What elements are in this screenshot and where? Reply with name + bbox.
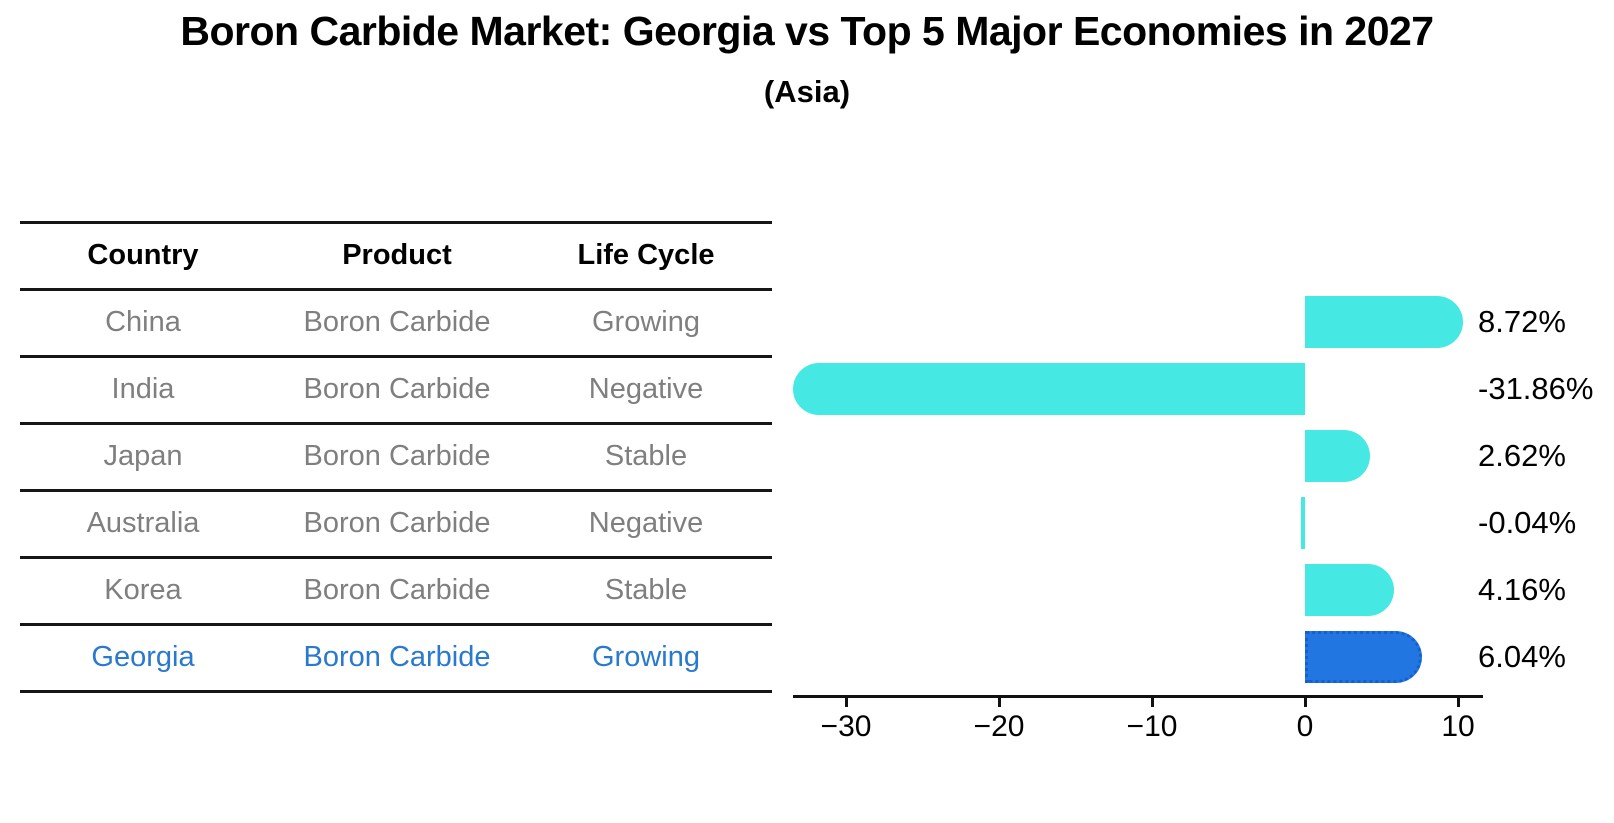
table-cell-life-cycle: Negative [588,507,704,539]
x-axis-line [793,695,1483,698]
bar-value-label: -31.86% [1478,371,1594,406]
table-cell-life-cycle: Stable [604,574,688,606]
bar-australia [1301,497,1305,549]
table-cell-product: Boron Carbide [303,373,491,405]
table-cell-country: Japan [103,440,183,472]
table-divider [20,556,772,559]
bar-japan [1305,430,1371,482]
x-axis-tick-label: −10 [1126,710,1178,743]
table-cell-life-cycle: Stable [604,440,688,472]
bar-value-label: -0.04% [1478,505,1577,540]
table-divider [20,288,772,291]
x-axis-tick-label: 10 [1441,710,1475,743]
table-cell-country: Korea [104,574,182,606]
col-header-life-cycle: Life Cycle [577,239,715,271]
page-title: Boron Carbide Market: Georgia vs Top 5 M… [180,8,1434,54]
table-divider [20,690,772,693]
table-divider [20,623,772,626]
table-divider [20,355,772,358]
x-axis-tick [997,698,1001,707]
bar-china [1305,296,1464,348]
x-axis-tick [1150,698,1154,707]
bar-india [792,363,1305,415]
table-cell-product: Boron Carbide [303,574,491,606]
x-axis-tick [844,698,848,707]
table-divider [20,422,772,425]
bar-korea [1305,564,1394,616]
x-axis-tick-label: −20 [973,710,1025,743]
table-cell-life-cycle: Growing [592,306,700,338]
bar-value-label: 2.62% [1478,438,1566,473]
col-header-country: Country [87,239,199,271]
table-cell-country-georgia: Georgia [91,641,195,673]
page-subtitle: (Asia) [763,74,851,109]
table-cell-country: India [111,373,175,405]
table-cell-product: Boron Carbide [303,440,491,472]
table-cell-product-georgia: Boron Carbide [303,641,491,673]
x-axis-tick-label: 0 [1296,710,1314,743]
bar-value-label: 8.72% [1478,304,1566,339]
table-cell-country: China [105,306,181,338]
table-divider [20,221,772,224]
table-cell-country: Australia [86,507,200,539]
bar-value-label: 4.16% [1478,572,1566,607]
table-cell-product: Boron Carbide [303,507,491,539]
table-cell-life-cycle-georgia: Growing [592,641,700,673]
bar-georgia-highlighted [1305,631,1423,683]
x-axis-tick-label: −30 [820,710,872,743]
bar-value-label: 6.04% [1478,639,1566,674]
x-axis-tick [1456,698,1460,707]
x-axis-tick [1303,698,1307,707]
table-divider [20,489,772,492]
table-cell-product: Boron Carbide [303,306,491,338]
table-cell-life-cycle: Negative [588,373,704,405]
col-header-product: Product [342,239,452,271]
